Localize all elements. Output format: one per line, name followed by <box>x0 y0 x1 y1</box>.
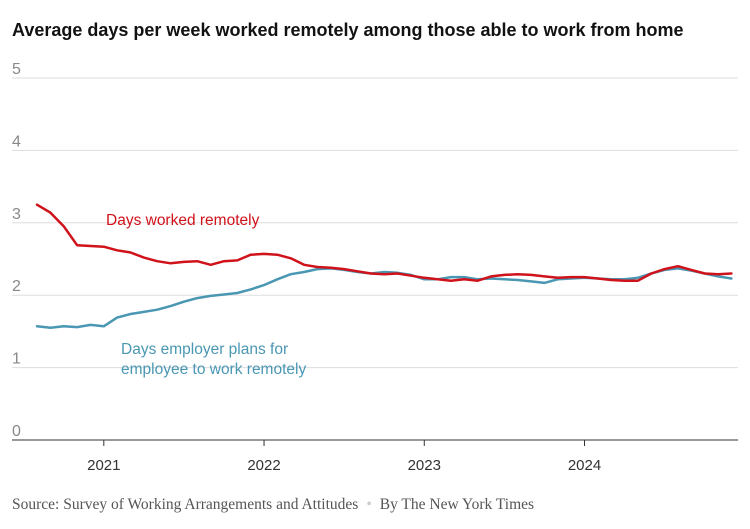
series-line-0 <box>35 203 733 282</box>
y-tick-label-1: 1 <box>12 351 21 368</box>
y-tick-label-0: 0 <box>12 423 21 440</box>
source-note: Source: Survey of Working Arrangements a… <box>12 496 359 513</box>
y-tick-label-2: 2 <box>12 278 21 295</box>
y-tick-label-4: 4 <box>12 133 21 150</box>
series-lines <box>35 203 733 330</box>
y-axis-ticks: 0 1 2 3 4 5 <box>12 61 21 440</box>
series-label-employer-plans-line-1: Days employer plans for <box>121 341 288 358</box>
credit-note: By The New York Times <box>379 496 535 513</box>
chart-footer: Source: Survey of Working Arrangements a… <box>12 496 534 514</box>
series-label-employer-plans-line-2: employee to work remotely <box>121 361 306 378</box>
x-tick-label-2021: 2021 <box>87 457 120 474</box>
series-line-1 <box>35 267 733 330</box>
y-tick-label-3: 3 <box>12 206 21 223</box>
series-label-worked-remotely: Days worked remotely <box>106 212 260 229</box>
x-tick-label-2023: 2023 <box>408 457 441 474</box>
gridlines <box>12 77 738 369</box>
chart-title: Average days per week worked remotely am… <box>12 20 684 40</box>
x-tick-label-2022: 2022 <box>247 457 280 474</box>
series-label-employer-plans: Days employer plans for employee to work … <box>121 341 306 378</box>
x-axis: 2021 2022 2023 2024 <box>12 439 738 474</box>
x-tick-label-2024: 2024 <box>568 457 601 474</box>
separator-dot: • <box>366 496 372 513</box>
y-tick-label-5: 5 <box>12 61 21 78</box>
